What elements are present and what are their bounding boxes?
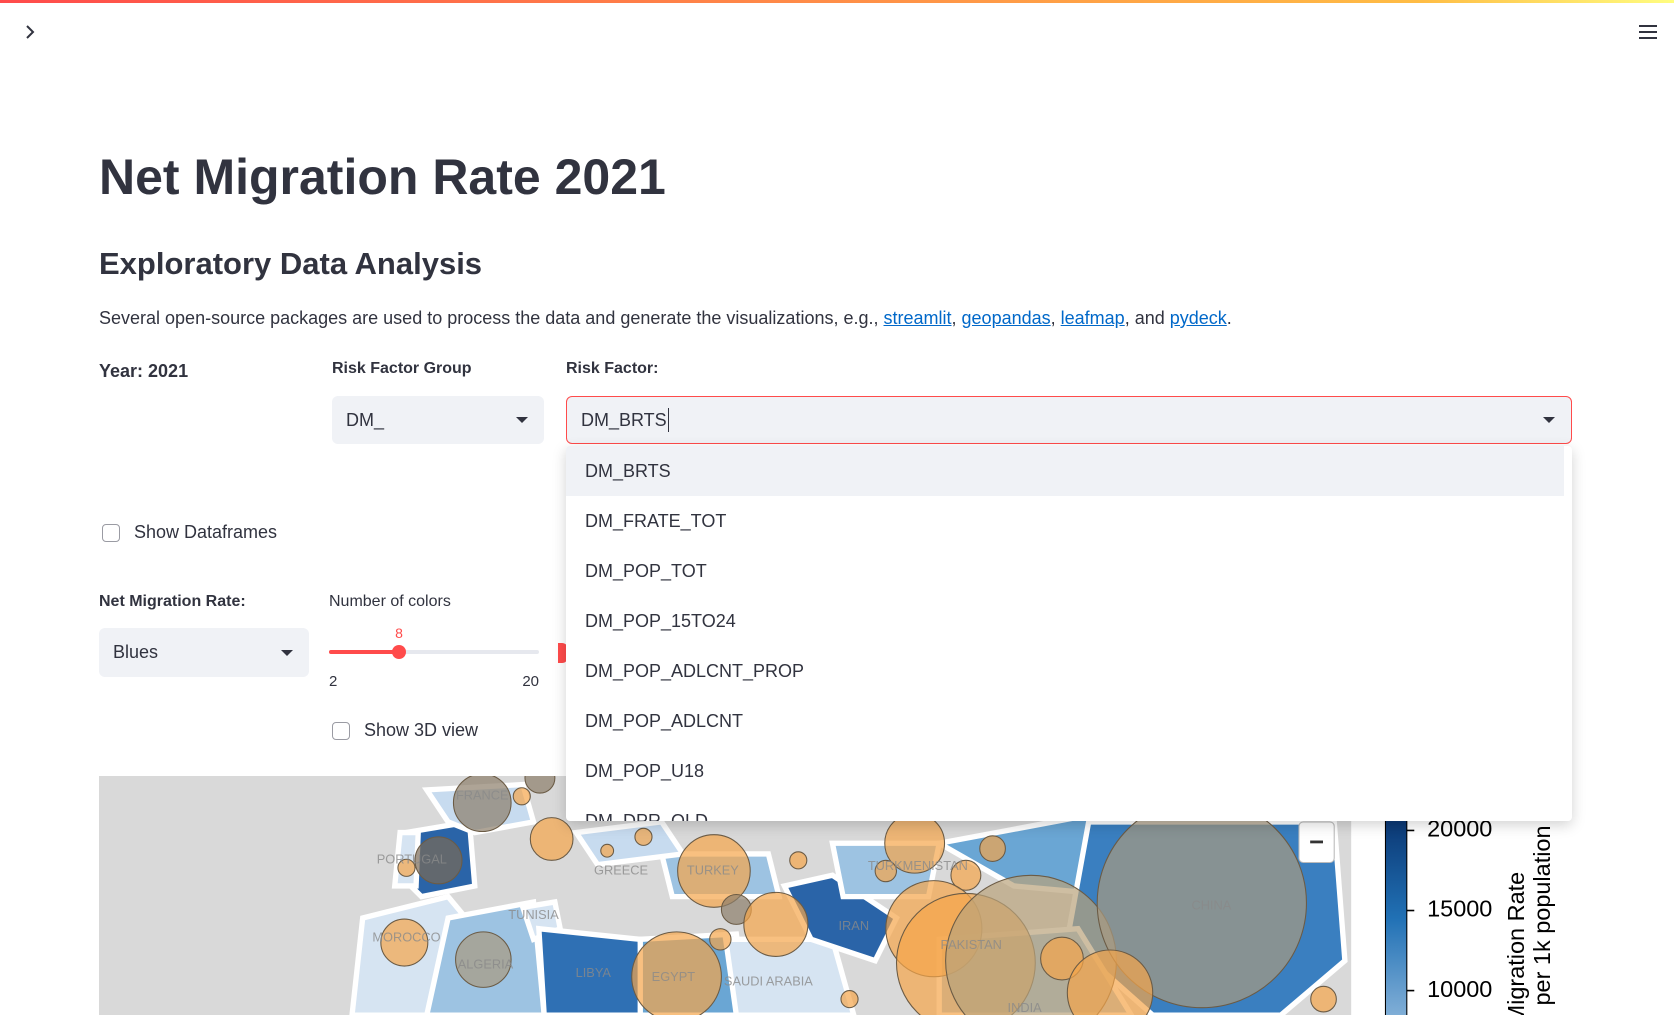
- bubble: [452, 776, 512, 833]
- country-label: PAKISTAN: [941, 937, 1002, 952]
- dropdown-list: DM_BRTS DM_FRATE_TOT DM_POP_TOT DM_POP_15TO…: [566, 446, 1572, 821]
- risk-group-select[interactable]: DM_: [332, 396, 544, 444]
- section-heading: Exploratory Data Analysis: [99, 246, 483, 281]
- text: ,: [1050, 308, 1061, 328]
- bubble: [743, 891, 809, 957]
- bubble: [512, 787, 531, 806]
- country-label: TUNISIA: [508, 907, 559, 922]
- year-label: Year: 2021: [99, 361, 189, 381]
- dropdown-option[interactable]: DM_POP_ADLCNT_PROP: [585, 661, 805, 681]
- slider-thumb[interactable]: [392, 645, 406, 659]
- zoom-out-icon: −: [1309, 829, 1324, 857]
- text-cursor: [667, 408, 669, 432]
- select-value: Blues: [113, 642, 159, 662]
- slider-fill: [329, 650, 399, 654]
- bubble: [1040, 936, 1084, 981]
- map: FRANCE PORTUGAL MOROCCO ALGERIA TUNISIA LIBYA…: [99, 776, 1674, 1015]
- bubble: [874, 859, 898, 883]
- dropdown-option[interactable]: DM_FRATE_TOT: [585, 511, 727, 531]
- bubble: [1310, 985, 1337, 1013]
- bubble: [634, 827, 653, 846]
- country-label: CHINA: [1192, 898, 1232, 913]
- country-label: TURKEY: [687, 862, 739, 877]
- bubble: [380, 918, 429, 967]
- page-title: Net Migration Rate 2021: [99, 149, 666, 205]
- slider-min: 2: [329, 673, 337, 690]
- palette-select[interactable]: Blues: [99, 628, 309, 677]
- zoom-out-button[interactable]: [1298, 821, 1335, 864]
- map-labels: FRANCE PORTUGAL MOROCCO ALGERIA TUNISIA LIBYA…: [372, 788, 1231, 1015]
- slider-max: 20: [522, 673, 539, 690]
- bubble: [529, 817, 574, 861]
- dropdown-option[interactable]: DM_POP_TOT: [585, 561, 707, 581]
- partial-slider: [558, 643, 568, 663]
- colorbar-tick-label: 15000: [1427, 896, 1492, 922]
- text: , and: [1124, 308, 1170, 328]
- country-label: GREECE: [594, 862, 648, 877]
- checkbox-label: Show 3D view: [364, 720, 479, 740]
- select-label: Risk Factor:: [566, 360, 659, 377]
- country-label: MOROCCO: [372, 930, 440, 945]
- checkbox-label: Show Dataframes: [134, 522, 278, 542]
- select-value: DM_: [346, 409, 385, 430]
- dropdown-option[interactable]: DM_BRTS: [566, 446, 1564, 496]
- bubble: [840, 990, 859, 1009]
- country-label: LIBYA: [576, 965, 612, 980]
- bubble: [414, 836, 463, 885]
- bubble: [631, 931, 722, 1015]
- bubbles: [380, 776, 1337, 1015]
- bubble: [950, 859, 982, 891]
- country-label: INDIA: [1008, 1000, 1043, 1015]
- country-label: TURKMENISTAN: [868, 858, 968, 873]
- bubble: [677, 834, 751, 908]
- link[interactable]: geopandas: [961, 308, 1051, 328]
- slider-label: Number of colors: [329, 593, 451, 610]
- colorbar-gradient: [1384, 805, 1408, 1015]
- bubble: [397, 858, 416, 877]
- country-label: PORTUGAL: [377, 852, 447, 867]
- intro-paragraph: Several open-source packages are used to…: [99, 308, 1232, 329]
- bubble: [709, 928, 732, 951]
- country-label: IRAN: [839, 918, 870, 933]
- slider-value: 8: [395, 625, 403, 641]
- select-label: Net Migration Rate:: [99, 593, 246, 610]
- country-label: SAUDI ARABIA: [724, 973, 813, 988]
- link[interactable]: leafmap: [1060, 308, 1125, 328]
- bubble: [789, 851, 808, 870]
- link[interactable]: streamlit: [883, 308, 952, 328]
- colorbar-title: Net Migration Rate: [1503, 872, 1529, 1015]
- caret: [516, 417, 528, 423]
- dropdown-option[interactable]: DM_DPR_OLD: [585, 811, 709, 821]
- bubble: [1066, 949, 1154, 1015]
- bubble: [524, 776, 556, 794]
- colorbar-tick-label: 10000: [1427, 976, 1492, 1002]
- bubble: [455, 931, 512, 988]
- checkbox[interactable]: [332, 722, 350, 740]
- select-label: Risk Factor Group: [332, 360, 472, 377]
- caret: [1543, 417, 1555, 423]
- bubble: [979, 835, 1006, 862]
- checkbox[interactable]: [102, 524, 120, 542]
- risk-factor-select[interactable]: DM_BRTS: [566, 396, 1572, 444]
- text: .: [1226, 308, 1232, 328]
- colorbar-subtitle: per 1k population: [1529, 825, 1555, 1005]
- caret: [281, 649, 293, 656]
- top-decoration: [0, 0, 1674, 3]
- dropdown-option[interactable]: DM_POP_U18: [585, 761, 705, 781]
- sidebar-toggle[interactable]: [20, 22, 40, 42]
- main-menu[interactable]: [1637, 22, 1659, 42]
- text: Several open-source packages are used to…: [99, 308, 884, 328]
- dropdown-option[interactable]: DM_POP_ADLCNT: [585, 711, 744, 731]
- slider[interactable]: 8 2 20: [320, 620, 550, 692]
- country-label: EGYPT: [652, 969, 696, 984]
- bubble: [600, 843, 615, 858]
- link[interactable]: pydeck: [1169, 308, 1227, 328]
- text: ,: [951, 308, 962, 328]
- country-label: ALGERIA: [458, 956, 514, 971]
- select-value: DM_BRTS: [581, 409, 667, 430]
- dropdown-option[interactable]: DM_POP_15TO24: [585, 611, 736, 631]
- country-label: FRANCE: [456, 788, 509, 803]
